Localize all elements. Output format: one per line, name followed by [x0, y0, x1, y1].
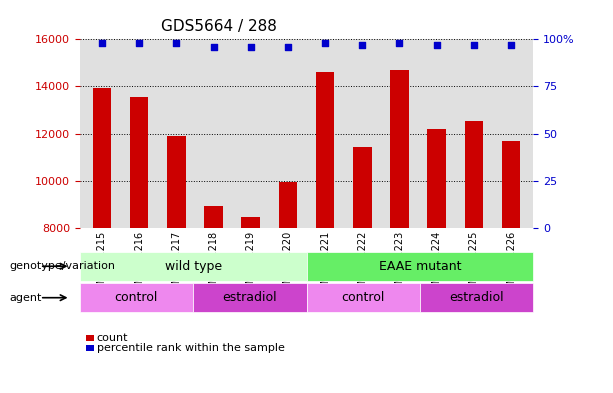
Bar	[279, 182, 297, 228]
Point	[506, 42, 516, 48]
Bar	[465, 121, 483, 228]
Text: wild type: wild type	[164, 260, 222, 273]
Bar	[130, 97, 148, 228]
Point	[283, 44, 293, 50]
Bar	[501, 141, 520, 228]
Bar	[167, 136, 186, 228]
Point	[246, 44, 256, 50]
Text: estradiol: estradiol	[223, 291, 277, 304]
Bar	[204, 206, 223, 228]
Bar	[353, 147, 371, 228]
Bar	[242, 217, 260, 228]
Point	[208, 44, 218, 50]
Bar	[390, 70, 409, 228]
Text: count: count	[97, 333, 128, 343]
Point	[97, 40, 107, 46]
Point	[395, 40, 405, 46]
Point	[432, 42, 441, 48]
Bar	[93, 88, 112, 228]
Point	[172, 40, 181, 46]
Point	[134, 40, 144, 46]
Point	[357, 42, 367, 48]
Text: agent: agent	[9, 293, 42, 303]
Bar	[427, 129, 446, 228]
Text: percentile rank within the sample: percentile rank within the sample	[97, 343, 284, 353]
Text: genotype/variation: genotype/variation	[9, 261, 115, 271]
Text: control: control	[115, 291, 158, 304]
Text: control: control	[341, 291, 385, 304]
Point	[320, 40, 330, 46]
Text: estradiol: estradiol	[449, 291, 504, 304]
Point	[469, 42, 479, 48]
Bar	[316, 72, 334, 228]
Text: GDS5664 / 288: GDS5664 / 288	[161, 19, 277, 34]
Text: EAAE mutant: EAAE mutant	[379, 260, 461, 273]
